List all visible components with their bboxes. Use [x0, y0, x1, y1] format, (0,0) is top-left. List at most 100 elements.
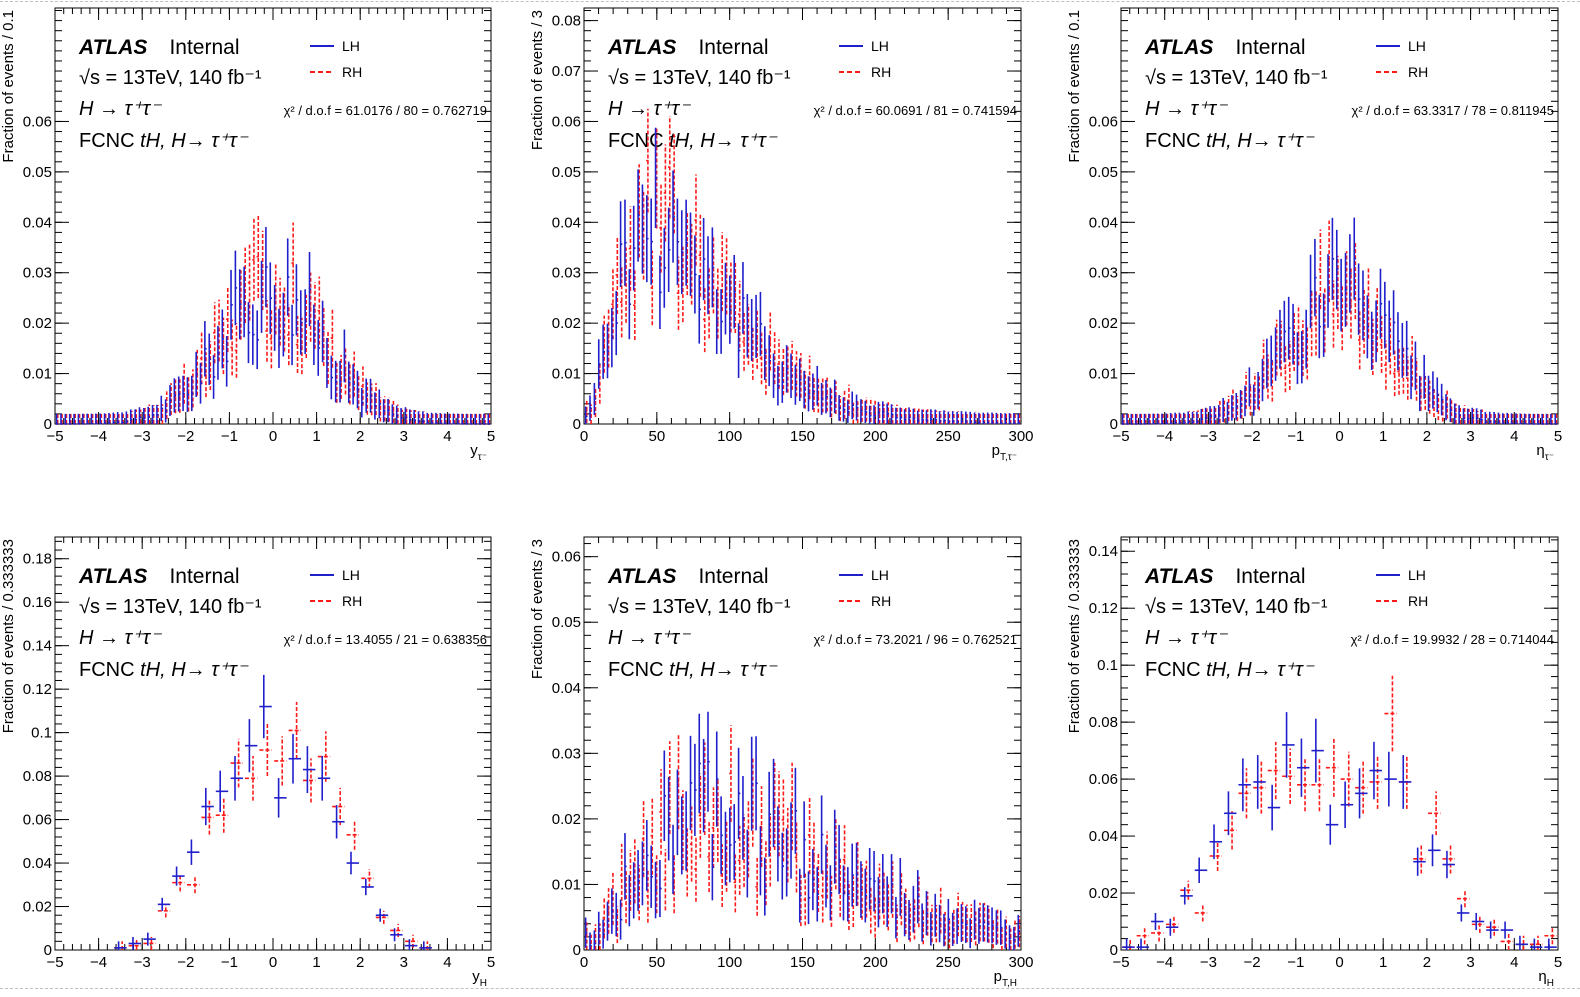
- y-tick-label: 0.03: [23, 265, 52, 282]
- y-tick-label: 0.04: [1089, 828, 1118, 845]
- channel-process: tH, H→ τ⁺τ⁻: [669, 130, 778, 152]
- y-axis-title: Fraction of events / 0.333333: [0, 539, 17, 733]
- x-tick-label: −5: [46, 428, 63, 445]
- x-tick-label: 0: [1335, 954, 1343, 971]
- x-tick-label: 3: [400, 954, 408, 971]
- internal-word: Internal: [169, 565, 239, 588]
- x-tick-label: −4: [90, 954, 107, 971]
- y-tick-label: 0.06: [23, 812, 52, 829]
- x-tick-label: 4: [443, 428, 451, 445]
- x-tick-label: −1: [221, 428, 238, 445]
- x-tick-label: 200: [863, 428, 888, 445]
- atlas-label: ATLAS Internal: [78, 565, 239, 588]
- y-tick-label: 0.12: [23, 681, 52, 698]
- y-tick-label: 0.05: [23, 164, 52, 181]
- y-tick-label: 0.03: [1089, 265, 1118, 282]
- x-axis-title: pT,H: [994, 968, 1017, 989]
- x-tick-label: 0: [1335, 428, 1343, 445]
- energy-label: √s = 13TeV, 140 fb⁻¹: [1145, 67, 1328, 89]
- y-tick-label: 0.08: [1089, 714, 1118, 731]
- x-tick-label: 0: [580, 954, 588, 971]
- y-tick-label: 0.16: [23, 594, 52, 611]
- x-axis-title-sub: τ⁻: [478, 452, 487, 463]
- y-tick-label: 0.14: [23, 638, 52, 655]
- y-tick-label: 0.01: [23, 366, 52, 383]
- y-tick-label: 0.04: [23, 214, 52, 231]
- atlas-label: ATLAS Internal: [1144, 36, 1305, 59]
- y-tick-label: 0: [44, 416, 52, 433]
- atlas-word: ATLAS: [78, 36, 147, 59]
- x-axis-title-main: p: [992, 442, 1000, 459]
- x-tick-label: 2: [1423, 428, 1431, 445]
- y-axis-title: Fraction of events / 0.1: [0, 10, 17, 163]
- x-tick-label: −2: [177, 428, 194, 445]
- channel-process: tH, H→ τ⁺τ⁻: [140, 130, 249, 152]
- x-axis-title: ητ⁻: [1536, 442, 1554, 463]
- x-tick-label: 2: [1423, 954, 1431, 971]
- legend-lh-label: LH: [871, 38, 889, 54]
- x-axis-title-main: η: [1536, 442, 1544, 459]
- y-tick-label: 0.05: [1089, 164, 1118, 181]
- channel-process: tH, H→ τ⁺τ⁻: [140, 659, 249, 681]
- x-tick-label: 2: [356, 954, 364, 971]
- x-axis-title-main: η: [1538, 968, 1546, 985]
- x-tick-label: −2: [1244, 954, 1261, 971]
- y-axis-title: Fraction of events / 0.1: [1066, 10, 1083, 163]
- process-label: H → τ⁺τ⁻: [1145, 98, 1228, 120]
- channel-process: tH, H→ τ⁺τ⁻: [669, 659, 778, 681]
- x-axis-title: ηH: [1538, 968, 1554, 989]
- x-axis-title-main: p: [994, 968, 1002, 985]
- y-tick-label: 0.1: [1097, 657, 1118, 674]
- x-axis-title-main: y: [470, 442, 478, 459]
- energy-label: √s = 13TeV, 140 fb⁻¹: [608, 596, 791, 618]
- x-axis-title-main: y: [472, 968, 480, 985]
- x-tick-label: 0: [580, 428, 588, 445]
- y-tick-label: 0.02: [1089, 885, 1118, 902]
- atlas-label: ATLAS Internal: [607, 36, 768, 59]
- y-tick-label: 0.02: [1089, 315, 1118, 332]
- x-tick-label: 250: [936, 428, 961, 445]
- x-tick-label: 5: [487, 428, 495, 445]
- atlas-word: ATLAS: [1144, 36, 1213, 59]
- channel-label: FCNC tH, H→ τ⁺τ⁻: [1145, 130, 1315, 152]
- y-tick-label: 0.04: [1089, 214, 1118, 231]
- atlas-word: ATLAS: [1144, 565, 1213, 588]
- legend-rh-label: RH: [342, 64, 362, 80]
- x-tick-label: 4: [443, 954, 451, 971]
- chi2-label: χ² / d.o.f = 63.3317 / 78 = 0.811945: [1352, 103, 1554, 118]
- x-tick-label: 1: [1379, 428, 1387, 445]
- legend-rh-label: RH: [342, 593, 362, 609]
- x-tick-label: 0: [269, 954, 277, 971]
- channel-label: FCNC tH, H→ τ⁺τ⁻: [608, 659, 778, 681]
- x-tick-label: −4: [1156, 954, 1173, 971]
- x-axis-title: yH: [472, 968, 487, 989]
- chi2-label: χ² / d.o.f = 60.0691 / 81 = 0.741594: [814, 103, 1017, 118]
- atlas-word: ATLAS: [607, 565, 676, 588]
- x-axis-title: yτ⁻: [470, 442, 487, 463]
- channel-label: FCNC tH, H→ τ⁺τ⁻: [608, 130, 778, 152]
- process-label: H → τ⁺τ⁻: [608, 98, 691, 120]
- x-tick-label: 5: [1554, 954, 1562, 971]
- legend-lh-label: LH: [342, 567, 360, 583]
- y-tick-label: 0.02: [552, 315, 581, 332]
- x-tick-label: −3: [134, 954, 151, 971]
- y-axis-title: Fraction of events / 3: [529, 10, 546, 150]
- channel-prefix: FCNC: [1145, 659, 1206, 681]
- energy-label: √s = 13TeV, 140 fb⁻¹: [1145, 596, 1328, 618]
- channel-process: tH, H→ τ⁺τ⁻: [1206, 659, 1315, 681]
- channel-prefix: FCNC: [79, 659, 140, 681]
- x-tick-label: 50: [648, 428, 665, 445]
- y-tick-label: 0.07: [552, 63, 581, 80]
- y-tick-label: 0.05: [552, 614, 581, 631]
- legend-rh-label: RH: [871, 593, 891, 609]
- internal-word: Internal: [1235, 36, 1305, 59]
- y-tick-label: 0.05: [552, 164, 581, 181]
- chi2-label: χ² / d.o.f = 73.2021 / 96 = 0.762521: [814, 632, 1017, 647]
- x-tick-label: −1: [221, 954, 238, 971]
- x-tick-label: 1: [1379, 954, 1387, 971]
- y-tick-label: 0.18: [23, 551, 52, 568]
- channel-label: FCNC tH, H→ τ⁺τ⁻: [1145, 659, 1315, 681]
- channel-process: tH, H→ τ⁺τ⁻: [1206, 130, 1315, 152]
